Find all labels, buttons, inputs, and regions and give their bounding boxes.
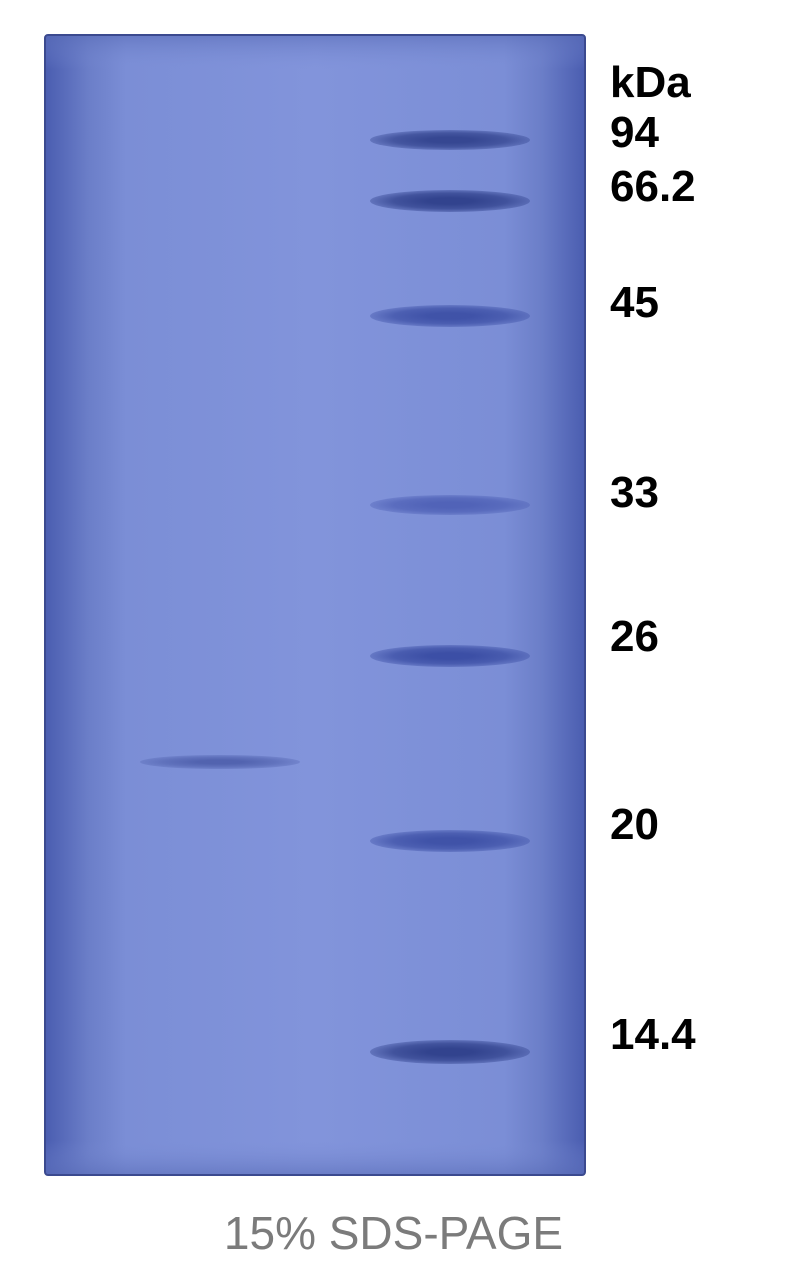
marker-label: 33 bbox=[610, 468, 659, 518]
sample-lane bbox=[120, 55, 320, 1155]
unit-label: kDa bbox=[610, 58, 691, 108]
marker-label: 14.4 bbox=[610, 1010, 696, 1060]
marker-band bbox=[370, 1040, 530, 1064]
marker-band bbox=[370, 190, 530, 212]
marker-label: 94 bbox=[610, 108, 659, 158]
marker-band bbox=[370, 305, 530, 327]
marker-label: 45 bbox=[610, 278, 659, 328]
marker-label: 20 bbox=[610, 800, 659, 850]
marker-band bbox=[370, 130, 530, 150]
marker-band bbox=[370, 645, 530, 667]
gel-container: kDa 94 66.2 45 33 26 20 14.4 bbox=[40, 30, 750, 1200]
marker-label: 66.2 bbox=[610, 162, 696, 212]
marker-band bbox=[370, 830, 530, 852]
gel-caption: 15% SDS-PAGE bbox=[0, 1206, 787, 1260]
marker-label: 26 bbox=[610, 612, 659, 662]
sample-band bbox=[140, 755, 300, 769]
marker-band bbox=[370, 495, 530, 515]
marker-lane bbox=[350, 55, 550, 1155]
